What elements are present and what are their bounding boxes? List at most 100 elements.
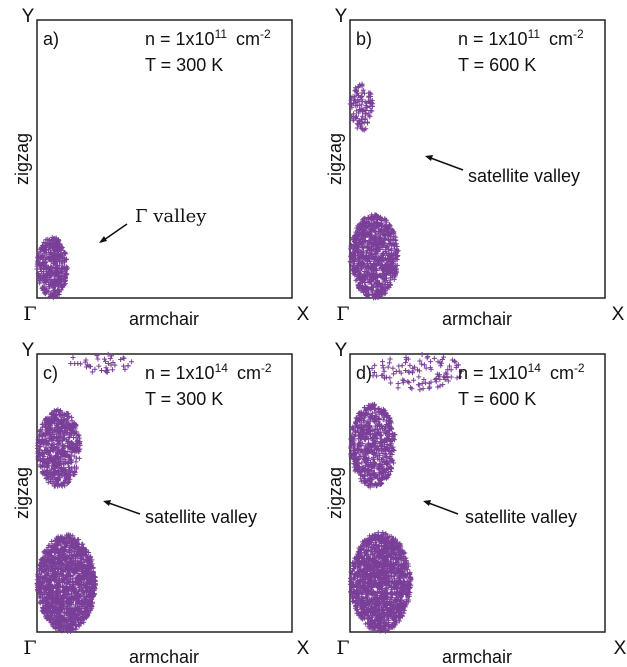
data-point: [384, 228, 390, 234]
data-point: [71, 445, 77, 451]
data-point: [40, 451, 46, 457]
data-point: [74, 574, 80, 580]
data-point: [354, 90, 360, 96]
data-point: [45, 247, 51, 253]
data-point: [364, 263, 370, 269]
data-point: [360, 245, 366, 251]
data-point: [50, 566, 56, 572]
data-point: [352, 272, 358, 278]
data-point: [367, 114, 373, 120]
data-point: [42, 422, 48, 428]
data-point: [43, 599, 49, 605]
data-point: [363, 610, 369, 616]
data-point: [379, 585, 385, 591]
data-point: [66, 570, 72, 576]
data-point: [378, 619, 384, 625]
data-point: [380, 291, 386, 297]
data-point: [376, 228, 382, 234]
data-point: [46, 564, 52, 570]
data-point: [67, 559, 73, 565]
data-point: [380, 270, 386, 276]
data-point: [373, 621, 379, 627]
data-point: [44, 609, 50, 615]
data-point: [380, 256, 386, 262]
data-point: [382, 596, 388, 602]
data-point: [59, 597, 65, 603]
data-point: [79, 609, 85, 615]
x-axis-label: armchair: [442, 309, 512, 329]
data-point: [364, 100, 370, 106]
data-point: [81, 580, 87, 586]
data-point: [50, 446, 56, 452]
panel-label: b): [356, 29, 372, 49]
data-point: [364, 254, 370, 260]
data-point: [61, 610, 67, 616]
data-point: [65, 449, 71, 455]
temperature-label: T = 300 K: [145, 55, 223, 75]
data-point: [363, 291, 369, 297]
data-point: [359, 573, 365, 579]
data-point: [58, 417, 64, 423]
data-point: [374, 281, 380, 287]
arrow-head: [99, 236, 107, 243]
data-point: [369, 247, 375, 253]
data-point: [68, 573, 74, 579]
data-point: [56, 287, 62, 293]
data-point: [85, 573, 91, 579]
data-point: [59, 560, 65, 566]
data-point: [373, 240, 379, 246]
annotation-text: satellite valley: [145, 507, 257, 527]
data-point: [56, 612, 62, 618]
data-point: [120, 355, 126, 361]
data-point: [80, 600, 86, 606]
data-point: [89, 588, 95, 594]
data-point: [52, 236, 58, 242]
data-point: [391, 276, 397, 282]
data-point: [60, 283, 66, 289]
data-point: [68, 600, 74, 606]
data-point: [76, 447, 82, 453]
data-point: [44, 590, 50, 596]
data-point: [75, 537, 81, 543]
data-point: [43, 444, 49, 450]
data-point: [92, 586, 98, 592]
data-point: [41, 598, 47, 604]
data-point: [69, 615, 75, 621]
data-point: [57, 547, 63, 553]
data-point: [57, 241, 63, 247]
data-point: [48, 290, 54, 296]
data-point: [380, 223, 386, 229]
data-point: [51, 411, 57, 417]
data-point: [369, 108, 375, 114]
data-point: [357, 276, 363, 282]
data-point: [359, 249, 365, 255]
data-point: [35, 456, 41, 462]
data-point: [48, 426, 54, 432]
data-point: [384, 564, 390, 570]
annotation-text: satellite valley: [468, 166, 580, 186]
data-point: [36, 587, 42, 593]
data-point: [368, 278, 374, 284]
data-point: [366, 110, 372, 116]
panel-a: a) n = 1x1011 cm-2 T = 300 K zigzag armc…: [0, 0, 313, 333]
data-point: [58, 572, 64, 578]
data-point: [359, 230, 365, 236]
data-point: [38, 262, 44, 268]
data-point: [374, 290, 380, 296]
data-point: [64, 271, 70, 277]
data-point: [382, 222, 388, 228]
data-point: [63, 470, 69, 476]
data-point: [95, 356, 101, 362]
data-point: [361, 90, 367, 96]
data-point: [56, 577, 62, 583]
data-point: [40, 575, 46, 581]
data-point: [35, 575, 41, 581]
data-point: [360, 252, 366, 258]
data-point: [356, 253, 362, 259]
data-point: [59, 425, 65, 431]
data-point: [47, 422, 53, 428]
data-point: [87, 564, 93, 570]
scatter-chart-a: a) n = 1x1011 cm-2 T = 300 K zigzag armc…: [12, 6, 310, 329]
data-point: [366, 232, 372, 238]
data-point: [40, 469, 46, 475]
